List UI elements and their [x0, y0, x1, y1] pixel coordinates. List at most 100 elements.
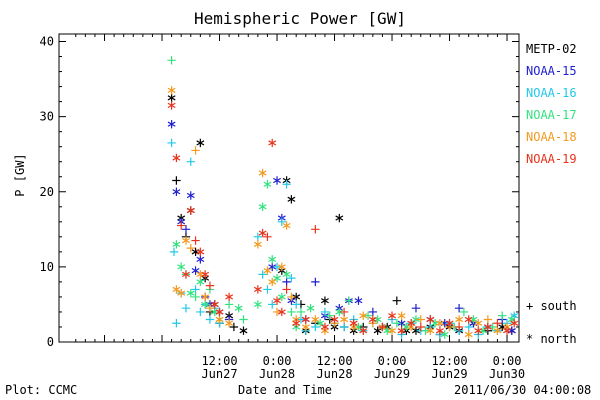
legend-item-noaa-16: NOAA-16 — [526, 86, 577, 100]
data-point-star — [292, 319, 301, 328]
chart-title: Hemispheric Power [GW] — [194, 9, 406, 28]
legend-item-noaa-15: NOAA-15 — [526, 64, 577, 78]
data-point-plus — [416, 322, 425, 332]
data-point-star — [412, 315, 420, 324]
data-point-plus — [253, 232, 263, 242]
data-point-plus — [344, 296, 354, 305]
data-point-plus — [296, 307, 306, 317]
data-point-plus — [186, 157, 195, 166]
series-noaa-17 — [167, 56, 516, 339]
data-point-star — [455, 315, 464, 324]
data-point-plus — [411, 303, 421, 313]
data-point-plus — [291, 300, 301, 309]
x-tick-label-time: 12:00 — [316, 354, 352, 368]
data-point-plus — [282, 180, 291, 189]
data-point-star — [340, 315, 349, 324]
data-point-star — [191, 266, 200, 275]
marker-key-north: * north — [526, 332, 577, 346]
data-point-plus — [181, 303, 191, 313]
data-point-star — [464, 315, 473, 324]
data-point-plus — [296, 315, 306, 324]
series-noaa-15 — [167, 119, 516, 335]
series-noaa-18 — [167, 86, 511, 339]
data-point-star — [268, 262, 277, 272]
data-point-star — [225, 319, 234, 328]
data-point-plus — [268, 300, 277, 309]
data-point-star — [373, 326, 382, 335]
data-point-plus — [172, 176, 181, 185]
data-point-plus — [277, 217, 287, 227]
data-point-plus — [339, 322, 349, 332]
data-point-plus — [167, 138, 176, 148]
data-point-star — [483, 322, 492, 332]
data-point-star — [435, 326, 444, 335]
data-point-plus — [172, 319, 181, 328]
data-point-plus — [363, 311, 373, 320]
data-point-star — [388, 326, 396, 335]
data-point-star — [196, 277, 205, 287]
data-point-star — [407, 319, 416, 328]
data-point-star — [201, 270, 210, 279]
data-point-star — [282, 270, 291, 279]
data-point-plus — [454, 303, 464, 313]
data-point-star — [196, 138, 205, 148]
plot-frame — [58, 33, 520, 343]
data-point-star — [330, 315, 339, 324]
data-point-star — [316, 319, 325, 328]
data-point-plus — [483, 315, 493, 324]
data-point-star — [182, 270, 190, 279]
data-point-star — [397, 326, 406, 335]
data-point-plus — [258, 270, 267, 279]
data-point-plus — [421, 326, 430, 335]
y-tick-label: 20 — [40, 185, 54, 199]
data-point-star — [253, 300, 262, 309]
data-point-star — [277, 262, 286, 272]
plot-credit: Plot: CCMC — [5, 383, 78, 397]
data-point-star — [167, 119, 176, 129]
x-tick-label-date: Jun28 — [259, 367, 295, 381]
data-point-plus — [498, 311, 507, 320]
data-point-plus — [181, 225, 191, 234]
data-point-plus — [311, 322, 320, 332]
data-point-plus — [320, 307, 330, 317]
data-point-star — [258, 202, 267, 211]
data-point-star — [397, 319, 406, 328]
data-point-plus — [416, 315, 425, 324]
data-point-star — [258, 228, 267, 238]
data-point-plus — [239, 315, 248, 324]
data-point-star — [196, 255, 205, 264]
data-point-plus — [311, 277, 320, 287]
data-point-star — [320, 296, 329, 305]
data-point-star — [474, 326, 483, 335]
data-point-star — [510, 319, 519, 328]
data-point-star — [388, 311, 396, 320]
data-point-star — [186, 288, 195, 298]
y-tick-label: 10 — [40, 260, 54, 274]
y-tick-label: 0 — [47, 335, 54, 349]
plot-border — [58, 33, 520, 343]
x-tick-label-date: Jun29 — [374, 367, 410, 381]
x-tick-label-date: Jun30 — [489, 367, 525, 381]
data-point-plus — [493, 319, 502, 328]
data-point-plus — [263, 285, 272, 294]
data-point-star — [225, 292, 234, 302]
y-axis-label: P [GW] — [13, 153, 27, 197]
data-point-plus — [229, 322, 239, 332]
data-point-star — [282, 221, 291, 230]
data-point-star — [258, 168, 267, 178]
data-point-star — [253, 240, 262, 249]
data-point-plus — [176, 221, 186, 230]
data-point-star — [215, 307, 224, 317]
data-point-star — [167, 86, 176, 95]
data-point-star — [335, 307, 344, 317]
data-point-plus — [191, 146, 200, 155]
data-point-star — [239, 326, 248, 335]
data-point-star — [201, 292, 210, 302]
data-point-star — [172, 153, 181, 163]
data-point-star — [493, 326, 502, 335]
data-point-star — [320, 322, 329, 332]
data-point-star — [172, 285, 181, 294]
data-point-star — [273, 176, 281, 185]
data-point-plus — [378, 322, 387, 332]
data-point-star — [311, 315, 320, 324]
